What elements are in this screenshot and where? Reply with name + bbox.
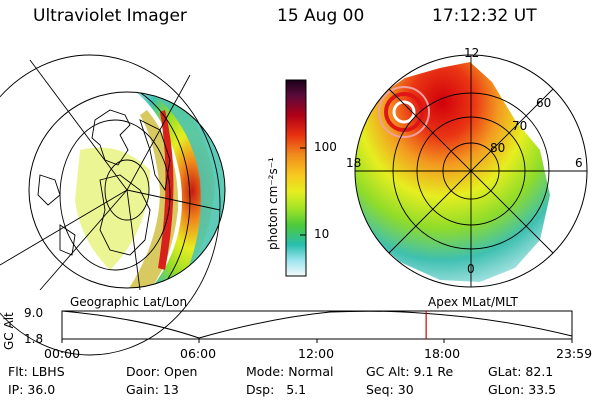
colorbar (285, 79, 307, 277)
altitude-ylabel: GC Alt (2, 312, 16, 350)
date-label: 15 Aug 00 (277, 6, 365, 26)
mlt-label-12: 12 (464, 46, 480, 60)
status-mode: Mode: Normal (246, 364, 334, 379)
lat-label-80: 80 (490, 141, 506, 155)
altitude-plot (61, 310, 573, 343)
status-gain: Gain: 13 (126, 382, 179, 397)
altitude-ytick-max: 9.0 (24, 306, 44, 320)
left-map-caption: Geographic Lat/Lon (70, 295, 188, 309)
magnetic-map (354, 54, 588, 288)
status-gc-alt: GC Alt: 9.1 Re (366, 364, 454, 379)
mlt-label-6: 6 (575, 156, 583, 170)
altitude-xtick-0600: 06:00 (180, 346, 217, 361)
altitude-xtick-1800: 18:00 (424, 346, 461, 361)
mlt-label-0: 0 (467, 262, 475, 276)
colorbar-unit-label: photon cm⁻²s⁻¹ (266, 157, 280, 250)
status-glon: GLon: 33.5 (488, 382, 557, 397)
mlt-label-18: 18 (346, 156, 362, 170)
status-seq: Seq: 30 (366, 382, 414, 397)
lat-label-60: 60 (536, 96, 552, 110)
right-map-caption: Apex MLat/MLT (428, 295, 518, 309)
altitude-xtick-1200: 12:00 (298, 346, 335, 361)
status-ip: IP: 36.0 (8, 382, 56, 397)
lat-label-70: 70 (512, 119, 528, 133)
altitude-xtick-0000: 00:00 (44, 346, 81, 361)
time-label: 17:12:32 UT (432, 6, 537, 26)
status-filter: Flt: LBHS (8, 364, 65, 379)
colorbar-tick-100: 100 (314, 140, 337, 154)
altitude-ytick-min: 1.8 (24, 332, 44, 346)
altitude-xtick-2359: 23:59 (556, 346, 593, 361)
status-door: Door: Open (126, 364, 198, 379)
colorbar-tick-10: 10 (314, 227, 330, 241)
status-dsp: Dsp: 5.1 (246, 382, 307, 397)
status-glat: GLat: 82.1 (488, 364, 554, 379)
instrument-title: Ultraviolet Imager (33, 6, 187, 26)
